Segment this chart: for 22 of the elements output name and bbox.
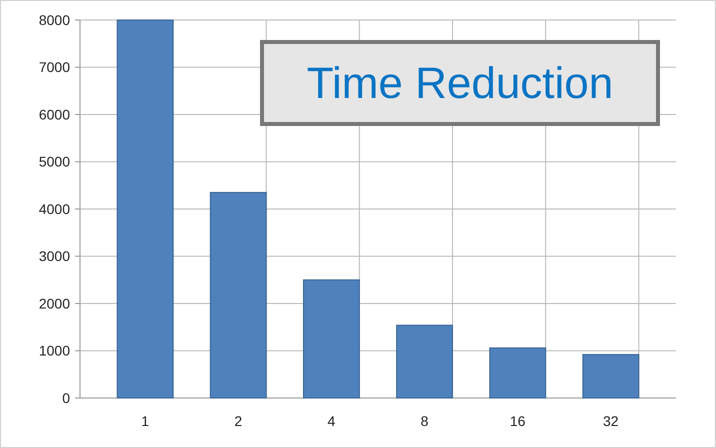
bar xyxy=(396,324,453,398)
bar xyxy=(582,354,640,398)
x-tick-label: 1 xyxy=(141,413,150,429)
y-tick-label: 4000 xyxy=(38,200,70,217)
y-tick-label: 6000 xyxy=(38,106,70,122)
y-tick-label: 0 xyxy=(62,390,70,406)
y-tick-label: 7000 xyxy=(38,59,70,76)
x-tick-label: 16 xyxy=(510,413,526,429)
y-tick-label: 8000 xyxy=(38,12,70,28)
bar xyxy=(489,347,546,398)
bar xyxy=(210,192,267,398)
x-tick-label: 8 xyxy=(420,413,429,429)
bar xyxy=(116,20,174,398)
x-tick-label: 4 xyxy=(328,413,336,429)
y-tick-label: 3000 xyxy=(38,248,70,264)
bar xyxy=(303,279,360,398)
text: Time Reduction xyxy=(306,59,614,108)
x-tick-label: 2 xyxy=(234,413,242,429)
y-tick-label: 5000 xyxy=(38,154,70,170)
y-tick-label: 2000 xyxy=(38,295,70,312)
y-tick-label: 1000 xyxy=(38,342,70,359)
x-tick-label: 32 xyxy=(603,413,619,429)
